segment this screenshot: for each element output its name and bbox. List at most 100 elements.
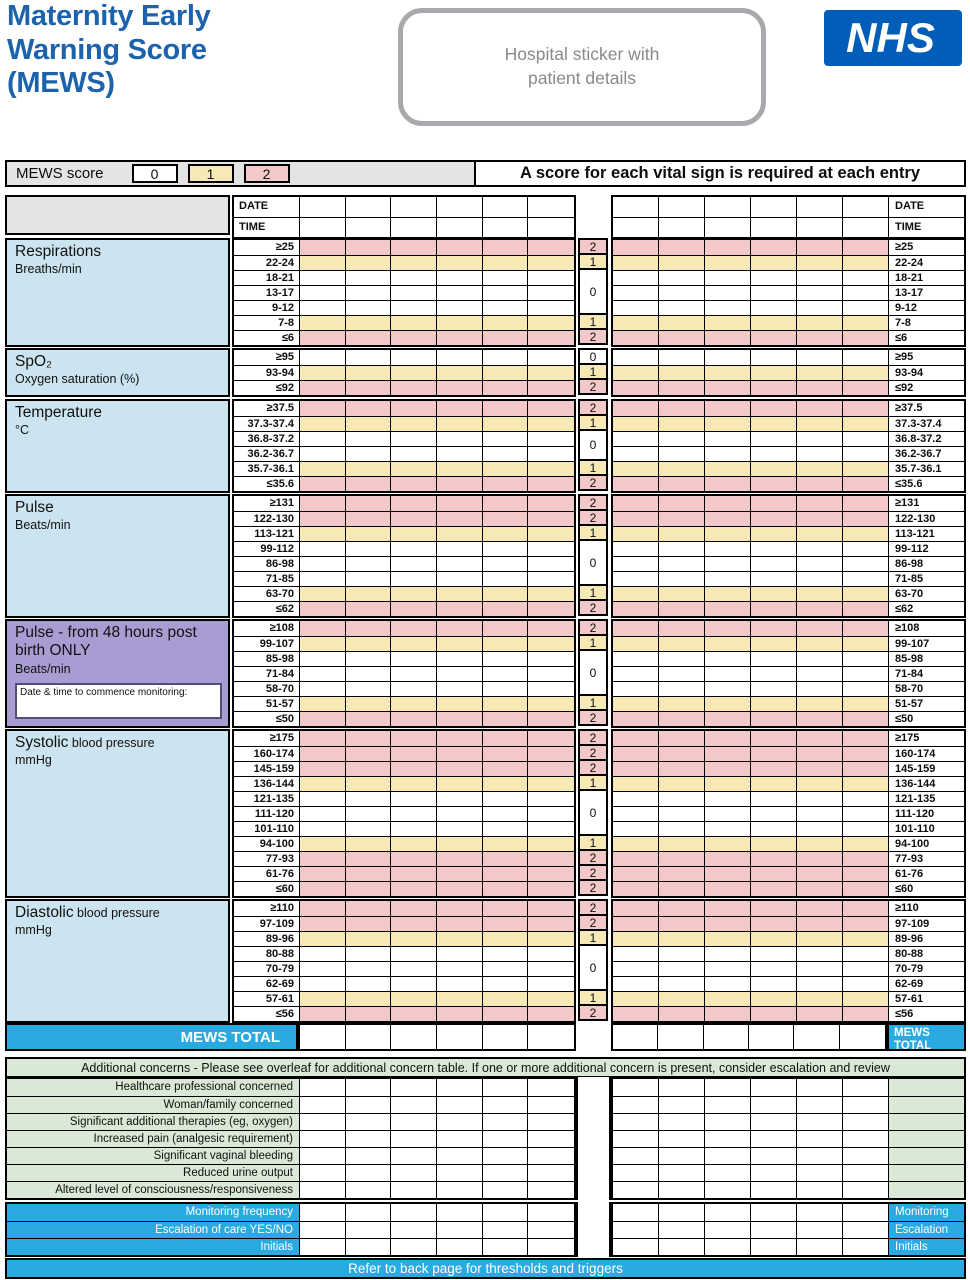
bottom-entry-cell[interactable] xyxy=(797,1204,843,1221)
systolic-entry-cell[interactable] xyxy=(345,866,392,881)
pulse48-entry-cell[interactable] xyxy=(705,666,751,681)
respirations-entry-cell[interactable] xyxy=(437,270,483,285)
spo2-entry-cell[interactable] xyxy=(482,380,529,395)
respirations-entry-cell[interactable] xyxy=(391,330,437,345)
diastolic-entry-cell[interactable] xyxy=(705,931,751,946)
systolic-entry-cell[interactable] xyxy=(391,821,437,836)
diastolic-entry-cell[interactable] xyxy=(797,901,843,916)
pulse-entry-cell[interactable] xyxy=(528,526,574,541)
diastolic-entry-cell[interactable] xyxy=(437,1006,483,1021)
systolic-entry-cell[interactable] xyxy=(391,866,437,881)
diastolic-entry-cell[interactable] xyxy=(751,961,797,976)
diastolic-entry-cell[interactable] xyxy=(391,901,437,916)
temperature-entry-cell[interactable] xyxy=(345,431,392,446)
systolic-entry-cell[interactable] xyxy=(659,806,705,821)
systolic-entry-cell[interactable] xyxy=(345,821,392,836)
respirations-entry-cell[interactable] xyxy=(613,300,659,315)
mews-total-cell[interactable] xyxy=(300,1025,346,1049)
respirations-entry-cell[interactable] xyxy=(751,240,797,255)
respirations-entry-cell[interactable] xyxy=(528,285,574,300)
pulse-entry-cell[interactable] xyxy=(437,601,483,616)
concern-entry-cell[interactable] xyxy=(300,1079,346,1096)
concern-entry-cell[interactable] xyxy=(437,1096,483,1113)
pulse48-entry-cell[interactable] xyxy=(437,636,483,651)
systolic-entry-cell[interactable] xyxy=(528,836,574,851)
pulse-entry-cell[interactable] xyxy=(391,496,437,511)
respirations-entry-cell[interactable] xyxy=(345,300,392,315)
temperature-entry-cell[interactable] xyxy=(613,476,659,491)
date-entry-cell[interactable] xyxy=(751,197,797,217)
temperature-entry-cell[interactable] xyxy=(528,461,574,476)
pulse-entry-cell[interactable] xyxy=(613,556,659,571)
temperature-entry-cell[interactable] xyxy=(797,431,843,446)
pulse-entry-cell[interactable] xyxy=(843,496,889,511)
pulse48-entry-cell[interactable] xyxy=(437,681,483,696)
temperature-entry-cell[interactable] xyxy=(391,416,437,431)
pulse48-entry-cell[interactable] xyxy=(437,711,483,726)
concern-entry-cell[interactable] xyxy=(751,1164,797,1181)
systolic-entry-cell[interactable] xyxy=(391,806,437,821)
respirations-entry-cell[interactable] xyxy=(797,270,843,285)
temperature-entry-cell[interactable] xyxy=(613,401,659,416)
systolic-entry-cell[interactable] xyxy=(482,776,529,791)
diastolic-entry-cell[interactable] xyxy=(705,976,751,991)
concern-entry-cell[interactable] xyxy=(797,1079,843,1096)
diastolic-entry-cell[interactable] xyxy=(437,946,483,961)
concern-entry-cell[interactable] xyxy=(437,1079,483,1096)
pulse48-entry-cell[interactable] xyxy=(528,651,574,666)
diastolic-entry-cell[interactable] xyxy=(613,946,659,961)
pulse48-entry-cell[interactable] xyxy=(613,621,659,636)
respirations-entry-cell[interactable] xyxy=(391,270,437,285)
systolic-entry-cell[interactable] xyxy=(705,776,751,791)
temperature-entry-cell[interactable] xyxy=(300,446,346,461)
systolic-entry-cell[interactable] xyxy=(300,866,346,881)
temperature-entry-cell[interactable] xyxy=(300,476,346,491)
systolic-entry-cell[interactable] xyxy=(391,776,437,791)
pulse48-entry-cell[interactable] xyxy=(300,696,346,711)
pulse48-entry-cell[interactable] xyxy=(659,651,705,666)
diastolic-entry-cell[interactable] xyxy=(797,931,843,946)
diastolic-entry-cell[interactable] xyxy=(613,901,659,916)
temperature-entry-cell[interactable] xyxy=(300,401,346,416)
diastolic-entry-cell[interactable] xyxy=(482,976,529,991)
concern-entry-cell[interactable] xyxy=(345,1096,392,1113)
respirations-entry-cell[interactable] xyxy=(528,240,574,255)
pulse48-entry-cell[interactable] xyxy=(345,711,392,726)
diastolic-entry-cell[interactable] xyxy=(797,1006,843,1021)
pulse-entry-cell[interactable] xyxy=(843,526,889,541)
spo2-entry-cell[interactable] xyxy=(391,350,437,365)
diastolic-entry-cell[interactable] xyxy=(482,946,529,961)
respirations-entry-cell[interactable] xyxy=(345,330,392,345)
respirations-entry-cell[interactable] xyxy=(797,240,843,255)
diastolic-entry-cell[interactable] xyxy=(751,991,797,1006)
respirations-entry-cell[interactable] xyxy=(482,285,529,300)
diastolic-entry-cell[interactable] xyxy=(482,1006,529,1021)
diastolic-entry-cell[interactable] xyxy=(437,976,483,991)
systolic-entry-cell[interactable] xyxy=(528,821,574,836)
systolic-entry-cell[interactable] xyxy=(437,866,483,881)
mews-total-cell[interactable] xyxy=(703,1025,749,1049)
systolic-entry-cell[interactable] xyxy=(345,836,392,851)
pulse48-entry-cell[interactable] xyxy=(843,711,889,726)
pulse48-entry-cell[interactable] xyxy=(751,711,797,726)
pulse-entry-cell[interactable] xyxy=(613,496,659,511)
systolic-entry-cell[interactable] xyxy=(797,836,843,851)
spo2-entry-cell[interactable] xyxy=(659,380,705,395)
pulse48-entry-cell[interactable] xyxy=(528,621,574,636)
temperature-entry-cell[interactable] xyxy=(482,461,529,476)
systolic-entry-cell[interactable] xyxy=(300,776,346,791)
diastolic-entry-cell[interactable] xyxy=(437,901,483,916)
diastolic-entry-cell[interactable] xyxy=(300,946,346,961)
pulse48-entry-cell[interactable] xyxy=(613,651,659,666)
pulse48-entry-cell[interactable] xyxy=(437,666,483,681)
diastolic-entry-cell[interactable] xyxy=(345,1006,392,1021)
pulse48-entry-cell[interactable] xyxy=(797,666,843,681)
pulse-entry-cell[interactable] xyxy=(843,541,889,556)
systolic-entry-cell[interactable] xyxy=(345,746,392,761)
time-entry-cell[interactable] xyxy=(751,217,797,237)
respirations-entry-cell[interactable] xyxy=(751,330,797,345)
concern-entry-cell[interactable] xyxy=(300,1130,346,1147)
pulse48-entry-cell[interactable] xyxy=(528,681,574,696)
temperature-entry-cell[interactable] xyxy=(345,476,392,491)
systolic-entry-cell[interactable] xyxy=(659,851,705,866)
